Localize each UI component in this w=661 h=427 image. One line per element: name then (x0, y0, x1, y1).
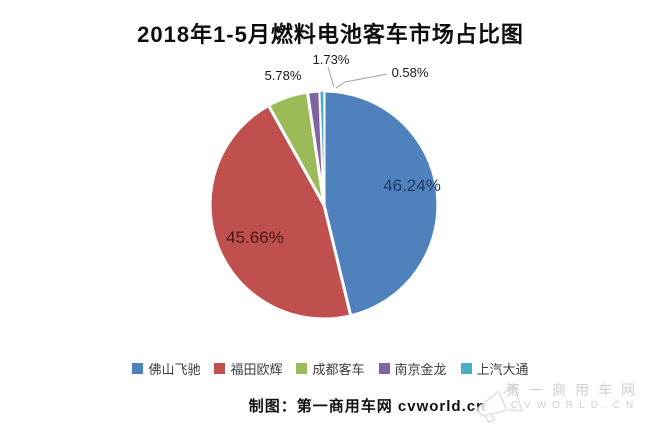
pie-slice-5[interactable] (319, 90, 325, 206)
legend-swatch (296, 363, 308, 374)
legend-label: 上汽大通 (476, 362, 529, 377)
legend-item-3[interactable]: 成都客车 (296, 359, 365, 378)
legend-swatch (378, 363, 390, 374)
legend-item-1[interactable]: 佛山飞驰 (132, 359, 200, 378)
megaphone-icon (475, 384, 523, 423)
leader-line (335, 73, 388, 89)
legend-swatch (460, 363, 472, 374)
pie-slice-label: 1.73% (313, 52, 350, 67)
source-caption: 制图：第一商用车网 cvworld.cn (248, 398, 487, 415)
pie-slice-label: 45.66% (226, 228, 284, 247)
legend-label: 南京金龙 (394, 362, 447, 377)
legend-swatch (214, 363, 226, 374)
chart-title: 2018年1-5月燃料电池客车市场占比图 (137, 22, 524, 47)
pie-slice-1[interactable] (322, 89, 440, 318)
legend-item-2[interactable]: 福田欧辉 (214, 359, 282, 378)
legend-label: 福田欧辉 (230, 362, 283, 377)
pie-slice-label: 5.78% (265, 68, 302, 83)
legend-item-4[interactable]: 南京金龙 (378, 359, 447, 378)
legend-swatch (132, 363, 144, 374)
legend-label: 佛山飞驰 (148, 362, 201, 377)
pie-slice-label: 46.24% (383, 176, 441, 195)
legend-item-5[interactable]: 上汽大通 (460, 359, 529, 378)
leader-line (327, 66, 335, 88)
legend-label: 成都客车 (312, 362, 365, 377)
legend: 佛山飞驰 福田欧辉 成都客车 南京金龙 上汽大通 (0, 359, 661, 378)
pie-slice-2[interactable] (208, 103, 353, 321)
pie-slice-label: 0.58% (392, 65, 429, 80)
